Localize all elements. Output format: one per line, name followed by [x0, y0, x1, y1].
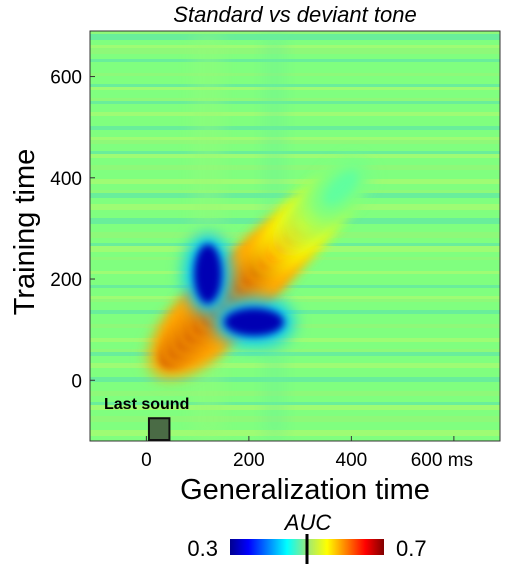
texture-streak — [90, 190, 500, 196]
texture-streak — [90, 73, 500, 76]
texture-streak — [90, 391, 500, 396]
y-axis-ticks: 0 200 400 600 — [50, 68, 95, 392]
heatmap-texture — [90, 31, 500, 441]
x-axis-ticks: 0 200 400 600 ms — [141, 436, 473, 471]
heatmap-features — [90, 31, 500, 441]
texture-streak — [90, 416, 500, 422]
colorbar-marker — [305, 534, 309, 564]
y-axis-label: Training time — [9, 149, 41, 316]
last-sound-label: Last sound — [104, 396, 189, 413]
texture-streak — [90, 338, 500, 342]
last-sound-marker — [147, 417, 171, 442]
y-tick-label: 600 — [50, 68, 82, 89]
texture-streak — [90, 98, 500, 102]
texture-streak — [90, 377, 500, 382]
chart-title: Standard vs deviant tone — [173, 2, 416, 27]
x-tick-label: 400 — [336, 450, 368, 471]
texture-streak — [90, 352, 500, 356]
negative-blob — [193, 243, 222, 304]
texture-streak — [90, 137, 500, 142]
plot-frame — [89, 30, 501, 442]
texture-streak — [90, 430, 500, 436]
y-tick-label: 400 — [50, 169, 82, 190]
ridge-segment — [324, 171, 358, 205]
y-tick-label: 0 — [71, 371, 82, 392]
texture-streak — [90, 165, 500, 170]
texture-streak — [90, 179, 500, 184]
texture-streak — [90, 126, 500, 130]
x-tick-label: 0 — [141, 450, 152, 471]
texture-streak — [90, 154, 500, 158]
x-tick-label: 600 ms — [411, 450, 473, 471]
texture-streak — [90, 45, 500, 48]
texture-streak — [90, 101, 500, 104]
texture-streak — [90, 402, 500, 408]
x-tick-label: 200 — [233, 450, 265, 471]
negative-blob — [224, 308, 284, 337]
x-axis-label: Generalization time — [180, 474, 430, 506]
texture-streak — [90, 193, 500, 198]
texture-streak — [90, 310, 500, 314]
texture-streak — [90, 324, 500, 328]
texture-streak — [90, 87, 500, 90]
texture-streak — [90, 112, 500, 116]
texture-streak — [90, 140, 500, 144]
texture-streak — [90, 151, 500, 156]
texture-streak — [90, 271, 500, 274]
texture-streak — [90, 405, 500, 410]
y-tick-label: 200 — [50, 270, 82, 291]
texture-streak — [90, 296, 500, 300]
texture-streak — [90, 34, 500, 40]
texture-streak — [90, 285, 500, 288]
texture-streak — [90, 31, 500, 34]
colorbar-max-label: 0.7 — [396, 536, 427, 561]
colorbar-min-label: 0.3 — [187, 536, 218, 561]
texture-streak — [90, 84, 500, 88]
colorbar-title: AUC — [283, 510, 332, 535]
texture-streak — [90, 349, 500, 354]
texture-streak — [90, 363, 500, 368]
texture-streak — [90, 59, 500, 62]
texture-streak — [90, 299, 500, 302]
texture-streak — [90, 48, 500, 54]
